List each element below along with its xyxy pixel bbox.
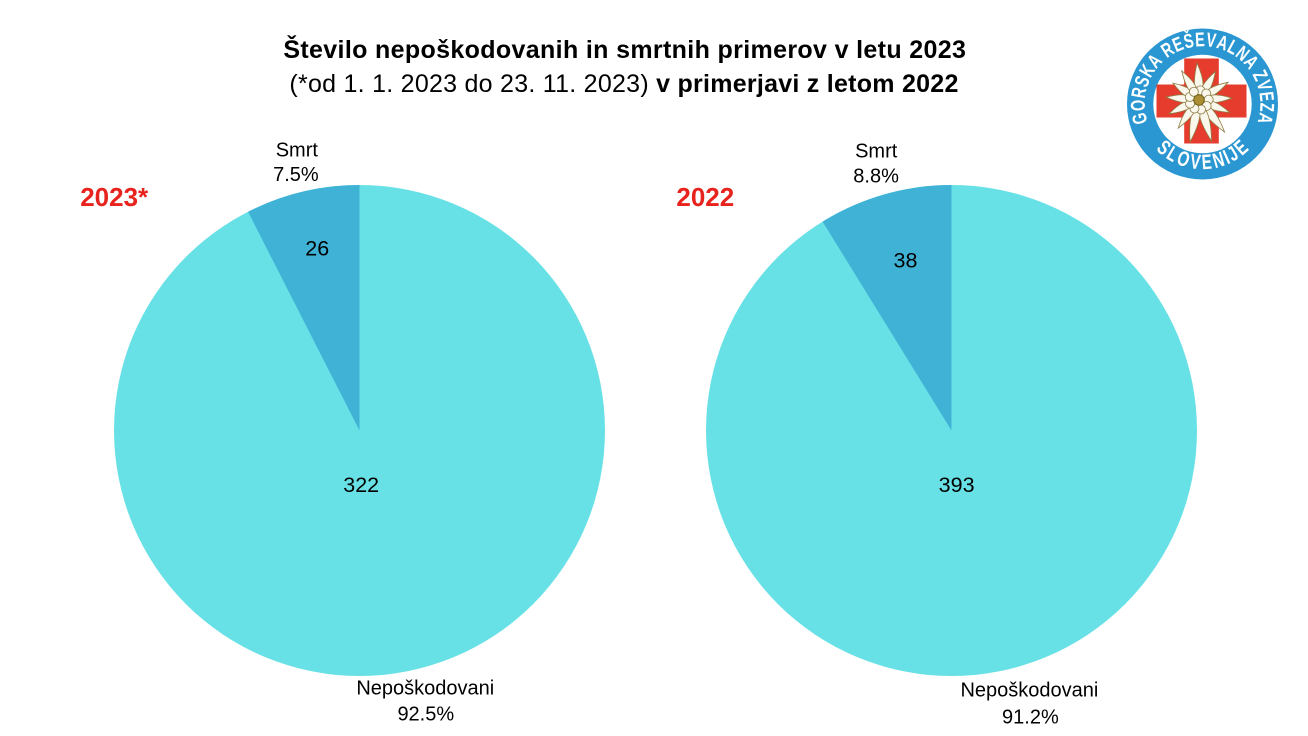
svg-text:7.5%: 7.5% <box>273 164 319 186</box>
svg-text:E: E <box>1255 90 1279 102</box>
svg-text:Nepoškodovani: Nepoškodovani <box>960 680 1098 702</box>
svg-text:(*od 1. 1. 2023 do 23. 11. 202: (*od 1. 1. 2023 do 23. 11. 2023) v prime… <box>289 70 958 98</box>
svg-text:2022: 2022 <box>676 182 734 212</box>
svg-text:R: R <box>1127 85 1151 100</box>
svg-text:O: O <box>1126 100 1149 112</box>
svg-text:Nepoškodovani: Nepoškodovani <box>356 677 494 699</box>
svg-text:V: V <box>1189 149 1203 174</box>
svg-text:E: E <box>1195 28 1206 51</box>
svg-text:8.8%: 8.8% <box>853 166 899 188</box>
svg-text:E: E <box>1201 149 1213 174</box>
svg-text:Smrt: Smrt <box>855 141 898 163</box>
svg-text:91.2%: 91.2% <box>1002 706 1059 728</box>
svg-text:Smrt: Smrt <box>276 140 319 162</box>
svg-text:Število nepoškodovanih in smrt: Število nepoškodovanih in smrtnih primer… <box>283 34 966 64</box>
svg-text:Z: Z <box>1255 102 1278 112</box>
svg-text:393: 393 <box>939 473 975 497</box>
svg-text:92.5%: 92.5% <box>397 704 454 726</box>
svg-text:26: 26 <box>305 236 329 260</box>
svg-text:322: 322 <box>343 473 379 497</box>
svg-text:2023*: 2023* <box>80 182 149 212</box>
svg-text:V: V <box>1205 28 1218 52</box>
svg-text:G: G <box>1127 111 1152 127</box>
svg-text:38: 38 <box>894 248 918 272</box>
